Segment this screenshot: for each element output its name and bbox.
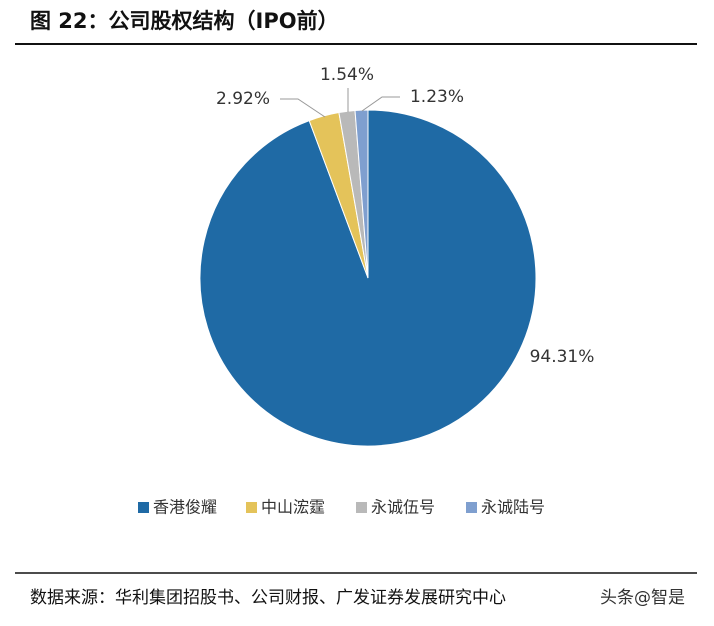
leader-line xyxy=(280,98,326,118)
value-label: 1.54% xyxy=(320,65,374,85)
leader-line xyxy=(361,96,400,112)
watermark: 头条@智是 xyxy=(600,588,685,608)
legend-label: 永诚伍号 xyxy=(371,498,435,517)
source: 数据来源：华利集团招股书、公司财报、广发证券发展研究中心 xyxy=(30,588,506,608)
value-label: 1.23% xyxy=(410,87,464,107)
value-label: 94.31% xyxy=(530,347,595,367)
legend-swatch xyxy=(356,502,367,513)
chart-title: 图 22：公司股权结构（IPO前） xyxy=(30,9,339,33)
value-label: 2.92% xyxy=(216,89,270,109)
legend-label: 永诚陆号 xyxy=(481,498,545,517)
legend-swatch xyxy=(246,502,257,513)
legend-label: 香港俊耀 xyxy=(153,498,217,517)
legend-swatch xyxy=(466,502,477,513)
pie-slice xyxy=(354,109,369,279)
legend-label: 中山浤霆 xyxy=(261,498,325,517)
legend-swatch xyxy=(138,502,149,513)
